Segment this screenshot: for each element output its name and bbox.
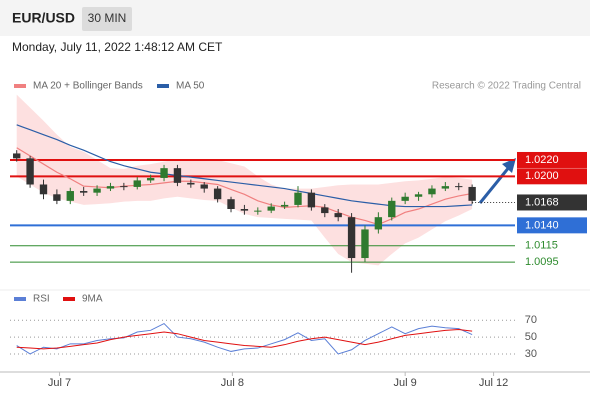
candle-body — [133, 180, 141, 187]
x-tick-label: Jul 9 — [394, 377, 417, 389]
candle-body — [294, 192, 302, 205]
candle-body — [307, 192, 316, 208]
level-label: 1.0200 — [525, 170, 559, 182]
candle-body — [254, 210, 262, 212]
candle-body — [361, 229, 369, 259]
candle-body — [187, 182, 195, 185]
legend-swatch — [14, 84, 26, 88]
level-label: 1.0168 — [525, 196, 559, 208]
credit: Research © 2022 Trading Central — [432, 81, 581, 92]
candle-body — [280, 204, 289, 207]
rsi-tick-label: 50 — [525, 331, 537, 343]
rsi-legend-swatch — [63, 297, 75, 301]
candle-body — [13, 153, 21, 159]
rsi-legend-label: RSI — [33, 294, 50, 305]
candle-body — [267, 206, 275, 211]
symbol: EUR/USD — [12, 10, 75, 26]
candle-body — [441, 186, 450, 189]
timestamp: Monday, July 11, 2022 1:48:12 AM CET — [12, 40, 223, 54]
candle-body — [414, 194, 423, 197]
level-label: 1.0095 — [525, 256, 559, 268]
candle-body — [455, 186, 463, 188]
candle-body — [146, 177, 155, 181]
level-box — [517, 217, 587, 234]
candle-body — [26, 158, 34, 185]
level-box — [517, 168, 587, 185]
interval-label[interactable]: 30 MIN — [88, 11, 127, 25]
x-tick-label: Jul 7 — [48, 377, 71, 389]
candle-body — [428, 188, 436, 195]
candle-body — [347, 217, 356, 259]
candle-body — [160, 168, 168, 178]
forecast-arrowhead — [502, 158, 516, 173]
x-tick-label: Jul 12 — [479, 377, 508, 389]
candle-body — [374, 217, 383, 230]
legend-swatch — [157, 84, 169, 88]
x-tick-label: Jul 8 — [221, 377, 244, 389]
candle-body — [321, 207, 329, 214]
candle-body — [173, 168, 182, 183]
level-label: 1.0140 — [525, 219, 559, 231]
rsi-tick-label: 70 — [525, 314, 537, 326]
candle-body — [120, 186, 128, 188]
candle-body — [240, 209, 249, 211]
candle-body — [200, 184, 208, 189]
candle-body — [93, 188, 101, 193]
candle-body — [66, 191, 74, 201]
candle-body — [227, 199, 235, 210]
bollinger-band — [16, 94, 473, 266]
candle-body — [334, 213, 342, 218]
rsi-tick-label: 30 — [525, 348, 537, 360]
rsi-legend-label: 9MA — [82, 294, 103, 305]
legend-label: MA 20 + Bollinger Bands — [33, 81, 143, 92]
rsi-line — [16, 322, 473, 355]
rsi-line — [16, 328, 473, 350]
candle-body — [213, 188, 222, 200]
level-box — [517, 194, 587, 211]
level-box — [517, 151, 587, 168]
candle-body — [468, 186, 476, 201]
rsi-legend-swatch — [14, 297, 26, 301]
candle-body — [53, 194, 61, 201]
ma-line — [16, 147, 473, 226]
forecast-arrow — [478, 165, 512, 204]
legend-label: MA 50 — [176, 81, 205, 92]
candle-body — [388, 200, 396, 218]
candle-body — [401, 196, 409, 201]
candle-body — [39, 184, 48, 195]
level-label: 1.0220 — [525, 154, 559, 166]
candle-body — [79, 191, 88, 193]
ma-line — [16, 124, 473, 208]
level-label: 1.0115 — [525, 240, 558, 252]
interval-button[interactable] — [82, 7, 132, 31]
candle-body — [106, 186, 115, 189]
